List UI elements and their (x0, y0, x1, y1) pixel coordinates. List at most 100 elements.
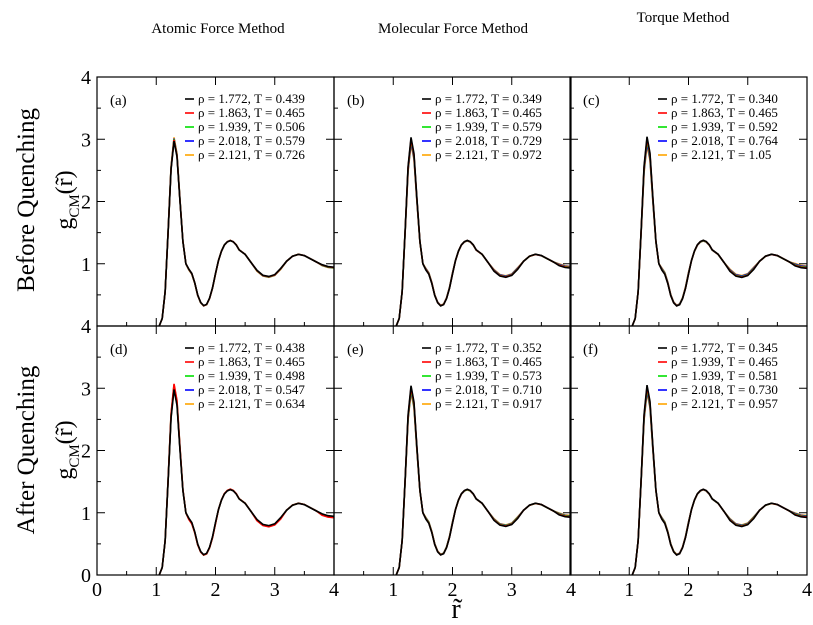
legend-entry: ρ = 1.863, T = 0.465 (198, 354, 305, 369)
legend-entry: ρ = 1.939, T = 0.581 (671, 368, 778, 383)
series-line-4 (395, 144, 571, 326)
row-label-after: After Quenching (13, 365, 40, 534)
series-line-0 (158, 389, 334, 575)
legend-entry: ρ = 2.018, T = 0.579 (198, 133, 305, 148)
x-tick-label: 4 (329, 579, 339, 601)
y-axis-label-arg: (r̃) (52, 170, 78, 194)
series-line-3 (631, 142, 807, 326)
series-line-1 (395, 387, 571, 575)
legend-entry: ρ = 2.018, T = 0.547 (198, 382, 305, 397)
legend-entry: ρ = 1.939, T = 0.506 (198, 119, 305, 134)
legend-entry: ρ = 2.121, T = 1.05 (671, 147, 771, 162)
legend-entry: ρ = 1.772, T = 0.438 (198, 340, 305, 355)
series-line-2 (631, 140, 807, 326)
legend-entry: ρ = 1.772, T = 0.340 (671, 91, 778, 106)
series-line-2 (158, 139, 334, 326)
series-line-2 (395, 389, 571, 575)
y-axis-label-top: gCM(r̃) (52, 170, 83, 229)
panel-tag: (a) (110, 93, 127, 109)
legend-entry: ρ = 1.772, T = 0.352 (435, 340, 542, 355)
series-lines (158, 137, 334, 326)
row-label-before: Before Quenching (13, 108, 40, 292)
ticks (569, 325, 808, 576)
series-line-0 (631, 384, 807, 575)
y-axis-label-sub: CM (67, 194, 83, 217)
series-line-3 (158, 138, 334, 326)
legend-entry: ρ = 2.018, T = 0.764 (671, 133, 778, 148)
series-line-0 (158, 140, 334, 326)
legend-entry: ρ = 2.121, T = 0.726 (198, 147, 305, 162)
ticks (96, 325, 335, 576)
series-lines (631, 384, 807, 575)
series-lines (395, 137, 571, 326)
x-axis-label: r̃ (451, 594, 463, 625)
x-tick-label: 2 (211, 579, 221, 601)
legend-entry: ρ = 1.939, T = 0.465 (671, 354, 778, 369)
y-axis-label-bottom: gCM(r̃) (52, 420, 83, 479)
legend-entry: ρ = 2.121, T = 0.957 (671, 396, 778, 411)
y-tick-label: 2 (81, 441, 91, 463)
legend-entry: ρ = 1.863, T = 0.465 (435, 354, 542, 369)
series-line-1 (631, 138, 807, 326)
y-tick-label: 1 (81, 503, 91, 525)
series-line-4 (631, 392, 807, 575)
y-axis-label-sub: CM (67, 444, 83, 467)
legend-entry: ρ = 2.121, T = 0.972 (435, 147, 542, 162)
x-tick-label: 3 (507, 579, 517, 601)
x-tick-label: 0 (92, 579, 102, 601)
legend-entry: ρ = 2.018, T = 0.729 (435, 133, 542, 148)
x-tick-label: 1 (151, 579, 161, 601)
x-tick-label: 4 (802, 579, 812, 601)
legend-entry: ρ = 2.121, T = 0.917 (435, 396, 542, 411)
legend-entry: ρ = 1.939, T = 0.579 (435, 119, 542, 134)
series-line-3 (631, 390, 807, 575)
legend-entry: ρ = 1.863, T = 0.465 (435, 105, 542, 120)
panel-tag: (b) (347, 93, 365, 109)
panel-tag: (e) (347, 342, 364, 358)
legend-entry: ρ = 1.772, T = 0.439 (198, 91, 305, 106)
x-tick-label: 3 (270, 579, 280, 601)
series-line-2 (395, 140, 571, 326)
column-title-torque: Torque Method (637, 10, 730, 26)
series-line-3 (395, 390, 571, 575)
series-line-4 (158, 388, 334, 575)
series-line-4 (395, 392, 571, 575)
y-axis-label-g: g (52, 218, 78, 230)
y-tick-label: 4 (81, 67, 91, 89)
x-tick-label: 2 (448, 579, 458, 601)
series-line-3 (158, 386, 334, 575)
series-lines (158, 383, 334, 575)
series-line-3 (395, 142, 571, 326)
series-line-1 (631, 386, 807, 575)
series-line-0 (631, 136, 807, 326)
legend-entry: ρ = 1.863, T = 0.465 (671, 105, 778, 120)
series-line-1 (395, 139, 571, 326)
series-line-1 (158, 383, 334, 575)
legend-entry: ρ = 1.939, T = 0.498 (198, 368, 305, 383)
y-tick-label: 2 (81, 192, 91, 214)
y-tick-label: 0 (81, 565, 91, 587)
column-title-atomic: Atomic Force Method (151, 21, 285, 37)
column-titles: Atomic Force Method Molecular Force Meth… (151, 10, 729, 37)
y-axis-labels: gCM(r̃) gCM(r̃) (52, 170, 83, 479)
series-line-0 (395, 385, 571, 575)
series-lines (395, 385, 571, 575)
panel-tag: (c) (583, 93, 600, 109)
legend-entry: ρ = 2.121, T = 0.634 (198, 396, 305, 411)
y-tick-label: 3 (81, 129, 91, 151)
y-axis-label-arg: (r̃) (52, 420, 78, 444)
series-line-1 (158, 139, 334, 326)
legend-entry: ρ = 1.863, T = 0.465 (198, 105, 305, 120)
x-tick-label: 4 (566, 579, 576, 601)
y-tick-label: 3 (81, 378, 91, 400)
legend-entry: ρ = 1.772, T = 0.349 (435, 91, 542, 106)
y-axis-label-g: g (52, 468, 78, 480)
